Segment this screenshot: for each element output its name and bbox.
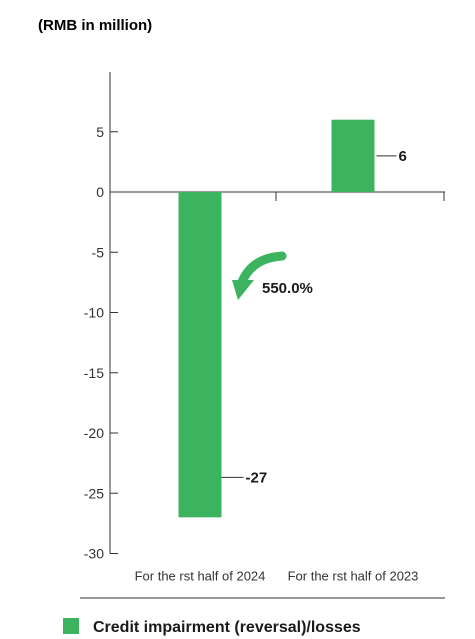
bar: [178, 192, 222, 518]
change-arrowhead-icon: [232, 280, 254, 300]
change-arrow-icon: [237, 251, 287, 287]
y-tick-label: -10: [84, 305, 104, 321]
data-label: 6: [399, 148, 407, 165]
x-category-label: For the rst half of 2023: [288, 569, 419, 584]
data-label: -27: [246, 469, 268, 486]
bar: [331, 119, 375, 192]
y-tick-label: -20: [84, 425, 104, 441]
change-percentage: 550.0%: [262, 280, 313, 297]
y-tick-label: -30: [84, 546, 104, 562]
legend-swatch: [63, 618, 79, 634]
plot-area: 5 0 -5 -10 -15 -20 -25 -30 -27 6 550.0% For the rst…: [84, 72, 445, 584]
y-tick-label: 0: [96, 184, 104, 200]
unit-label: (RMB in million): [38, 17, 152, 34]
legend-label: Credit impairment (reversal)/losses: [93, 619, 361, 636]
y-tick-label: -5: [92, 244, 105, 260]
x-category-label: For the rst half of 2024: [135, 569, 266, 584]
y-tick-label: -15: [84, 365, 104, 381]
y-tick-label: -25: [84, 485, 104, 501]
y-tick-label: 5: [96, 124, 104, 140]
